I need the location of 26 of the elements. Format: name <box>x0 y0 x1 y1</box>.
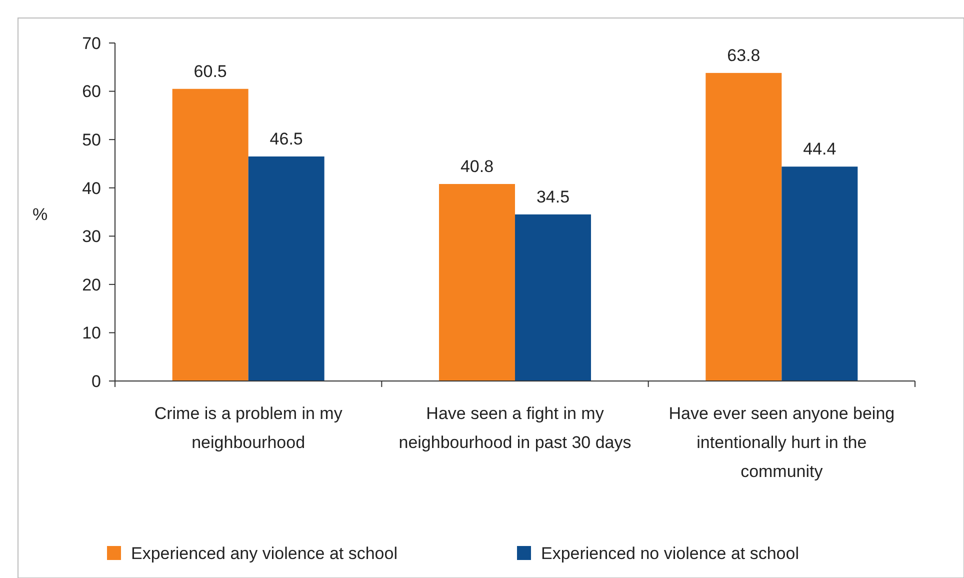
bar <box>706 72 782 381</box>
y-tick-label: 40 <box>82 178 101 198</box>
y-tick-label: 30 <box>82 227 101 246</box>
data-label: 60.5 <box>194 62 227 81</box>
y-tick-label: 70 <box>82 34 101 53</box>
x-tick-label: Have seen a fight in my neighbourhood in past 30 days <box>398 404 632 452</box>
bar <box>515 214 591 381</box>
x-tick-label: Crime is a problem in my neighbourhood <box>154 404 343 452</box>
y-axis-title: % <box>32 205 48 224</box>
data-label: 44.4 <box>803 140 836 159</box>
bar <box>248 156 324 381</box>
data-label: 40.8 <box>460 156 494 176</box>
data-label: 63.8 <box>727 46 760 65</box>
data-label: 34.5 <box>536 187 570 206</box>
y-tick-label: 50 <box>82 130 101 150</box>
x-tick-label: Have ever seen anyone being intentionally hurt in the community <box>668 404 895 481</box>
bar <box>439 184 515 381</box>
bar <box>172 88 248 381</box>
legend-label: Experienced no violence at school <box>541 544 799 563</box>
bar <box>782 166 858 381</box>
legend-label: Experienced any violence at school <box>131 544 398 563</box>
y-tick-label: 10 <box>82 324 101 343</box>
y-tick-label: 60 <box>82 82 101 102</box>
y-tick-label: 0 <box>92 372 101 391</box>
y-tick-label: 20 <box>82 275 101 294</box>
data-label: 46.5 <box>270 129 303 148</box>
